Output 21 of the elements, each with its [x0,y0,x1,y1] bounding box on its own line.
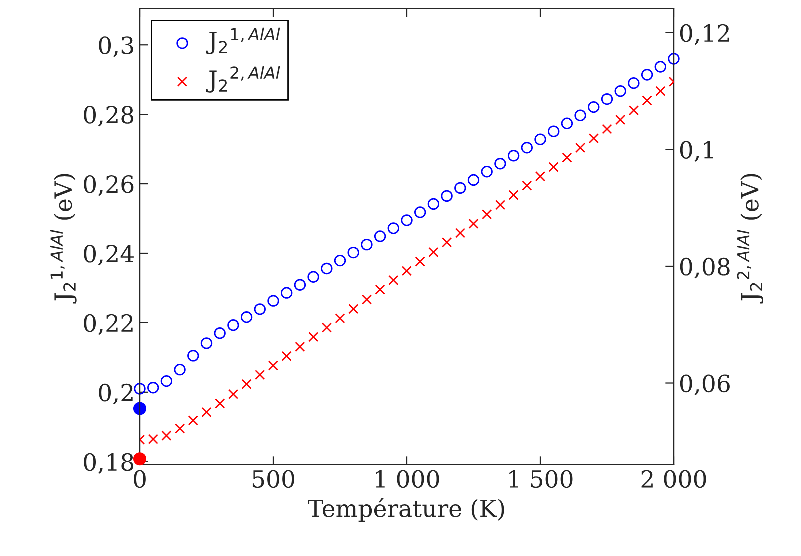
x-tick-label: 1 000 [376,470,440,488]
y-tick-label: 0,18 [84,453,134,474]
x-tick-label: 2 000 [642,470,706,488]
y-tick-label: 0,26 [84,175,134,196]
y2-tick-label: 0,06 [680,374,730,396]
y-tick-label: 0,3 [99,36,134,58]
y-tick-label: 0,28 [84,106,134,127]
y2-axis-title: J$_{2}$$^{2,AlAl}$ (eV) [736,174,764,304]
y-tick-label: 0,24 [84,244,134,266]
x-tick-label: 1 500 [510,470,573,488]
y2-tick-label: 0,1 [680,141,714,162]
y2-tick-label: 0,08 [680,258,730,279]
legend-label: J$_{2}$$^{2,AlAl}$ [206,66,280,93]
y2-tick-label: 0,12 [680,24,730,46]
legend-label: J$_{2}$$^{1,AlAl}$ [206,28,280,54]
x-axis-title: Température (K) [308,498,504,522]
x-tick-label: 0 [134,470,146,488]
y-tick-label: 0,2 [99,384,133,405]
x-tick-label: 500 [252,470,294,488]
y-axis-title: J$_{2}$$^{1,AlAl}$ (eV) [50,174,77,304]
y-tick-label: 0,22 [84,314,133,336]
